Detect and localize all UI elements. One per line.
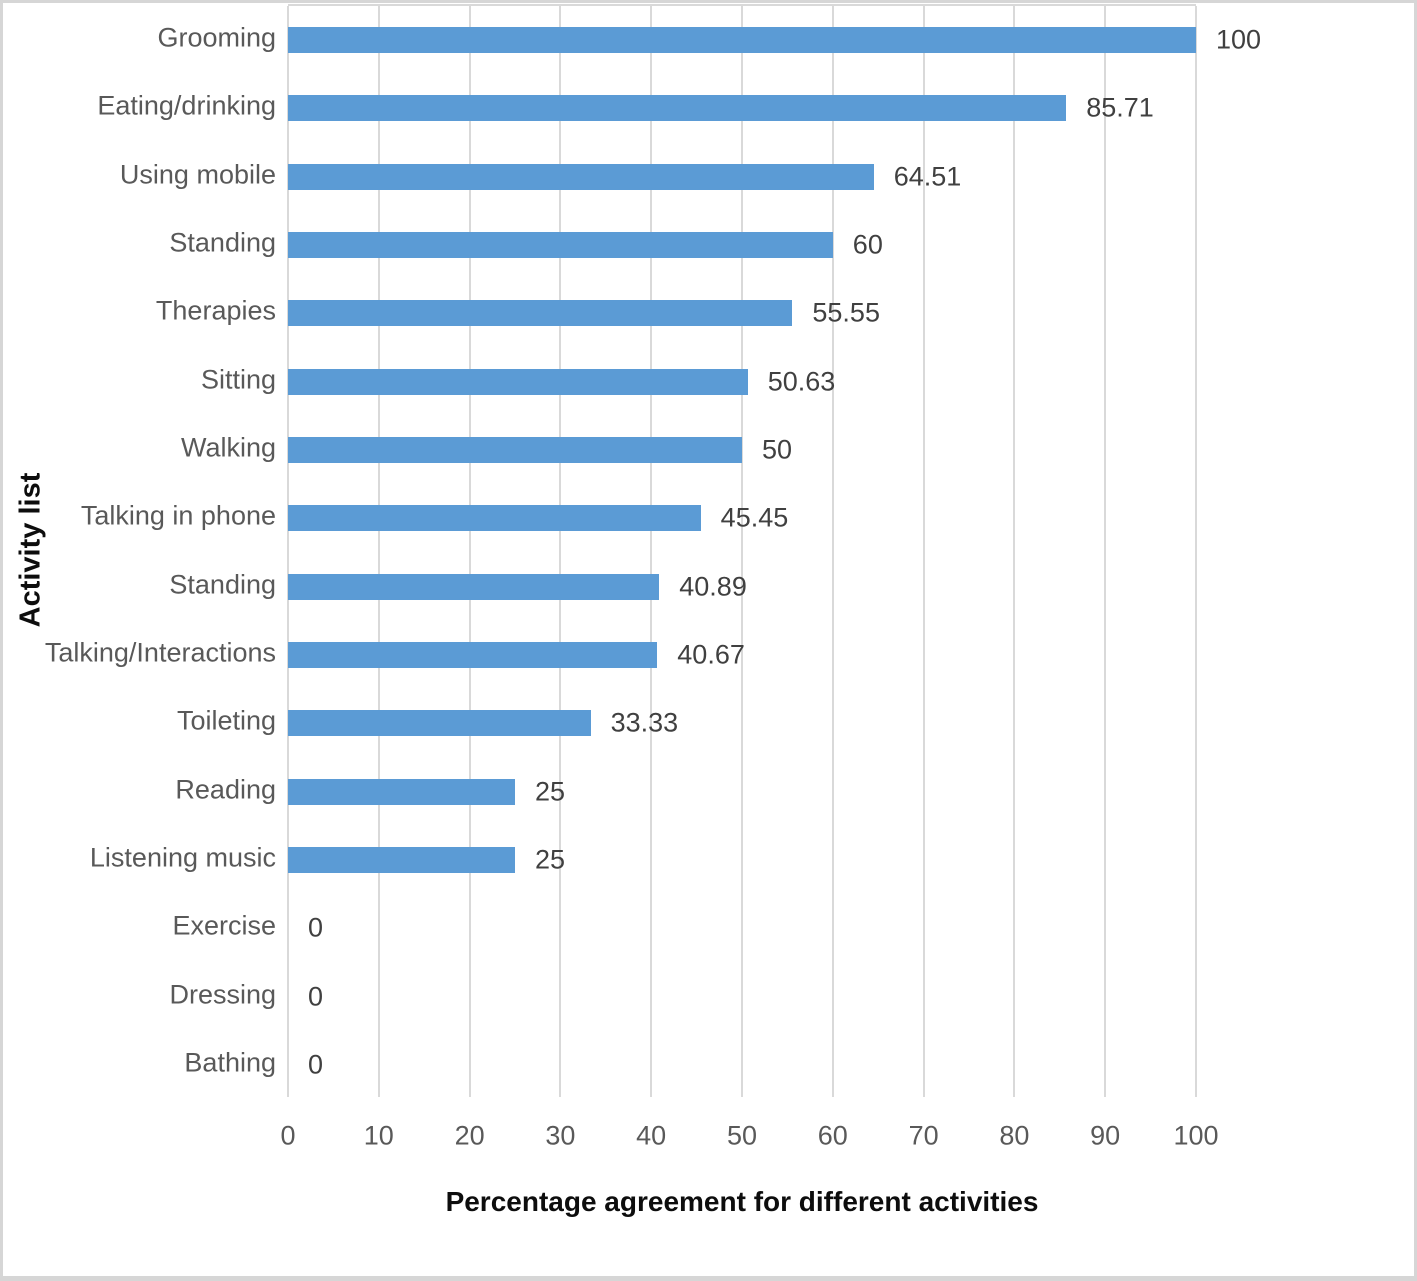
category-label: Talking/Interactions bbox=[44, 637, 276, 668]
gridline bbox=[1104, 6, 1107, 1097]
category-label: Listening music bbox=[89, 842, 276, 873]
bar bbox=[288, 232, 833, 259]
bar bbox=[288, 95, 1067, 122]
gridline bbox=[559, 6, 562, 1097]
category-label: Using mobile bbox=[119, 159, 276, 190]
bar bbox=[288, 573, 660, 600]
x-tick-label: 0 bbox=[280, 1120, 296, 1151]
bar bbox=[288, 778, 515, 805]
bar bbox=[288, 846, 515, 873]
x-tick-label: 30 bbox=[545, 1120, 576, 1151]
value-label: 40.89 bbox=[679, 571, 747, 602]
category-label: Eating/drinking bbox=[97, 90, 276, 121]
gridline bbox=[831, 6, 834, 1097]
x-tick-label: 10 bbox=[363, 1120, 394, 1151]
gridline bbox=[1013, 6, 1016, 1097]
value-label: 60 bbox=[852, 229, 883, 260]
category-label: Exercise bbox=[172, 910, 276, 941]
category-label: Toileting bbox=[176, 705, 276, 736]
gridline bbox=[468, 6, 471, 1097]
gridline bbox=[922, 6, 925, 1097]
category-label: Dressing bbox=[169, 979, 276, 1010]
value-label: 85.71 bbox=[1086, 92, 1154, 123]
category-label: Therapies bbox=[155, 295, 276, 326]
category-label: Standing bbox=[169, 569, 276, 600]
gridline bbox=[377, 6, 380, 1097]
bar bbox=[288, 710, 591, 737]
bar bbox=[288, 437, 742, 464]
bar bbox=[288, 300, 793, 327]
value-label: 64.51 bbox=[893, 161, 962, 192]
value-label: 55.55 bbox=[812, 297, 880, 328]
category-label: Walking bbox=[180, 432, 276, 463]
bar bbox=[288, 27, 1196, 54]
value-label: 40.67 bbox=[677, 639, 745, 670]
x-tick-label: 70 bbox=[908, 1120, 939, 1151]
category-label: Bathing bbox=[184, 1047, 276, 1078]
x-tick-label: 20 bbox=[454, 1120, 485, 1151]
x-tick-label: 50 bbox=[726, 1120, 758, 1151]
value-label: 33.33 bbox=[610, 707, 679, 738]
bar bbox=[288, 641, 658, 668]
bar bbox=[288, 368, 748, 395]
bar bbox=[288, 505, 701, 532]
value-label: 45.45 bbox=[720, 502, 789, 533]
category-label: Sitting bbox=[200, 364, 276, 395]
bar bbox=[288, 163, 874, 190]
gridline bbox=[1195, 6, 1197, 1097]
gridline bbox=[287, 6, 289, 1097]
category-label: Standing bbox=[169, 227, 276, 258]
gridline bbox=[741, 6, 743, 1097]
category-label: Reading bbox=[175, 774, 276, 805]
value-label: 0 bbox=[308, 1049, 324, 1080]
x-tick-label: 90 bbox=[1090, 1120, 1121, 1151]
value-label: 50 bbox=[762, 434, 793, 465]
value-label: 0 bbox=[308, 981, 324, 1012]
x-axis-title: Percentage agreement for different activ… bbox=[445, 1186, 1039, 1217]
plot-area: 100 85.71 64.51 60 55.55 50.63 50 45.45 40.89 40.… bbox=[287, 4, 1261, 1097]
x-tick-label: 100 bbox=[1173, 1120, 1219, 1151]
value-label: 0 bbox=[308, 912, 324, 943]
value-label: 25 bbox=[535, 844, 566, 875]
x-tick-label: 80 bbox=[999, 1120, 1030, 1151]
value-label: 25 bbox=[535, 776, 566, 807]
gridline bbox=[650, 6, 653, 1097]
x-tick-label: 60 bbox=[817, 1120, 848, 1151]
value-label: 50.63 bbox=[767, 366, 836, 397]
category-label: Grooming bbox=[157, 22, 276, 53]
value-label: 100 bbox=[1216, 24, 1262, 55]
category-label: Talking in phone bbox=[80, 500, 276, 531]
x-tick-label: 40 bbox=[636, 1120, 667, 1151]
y-axis-title: Activity list bbox=[14, 472, 47, 628]
